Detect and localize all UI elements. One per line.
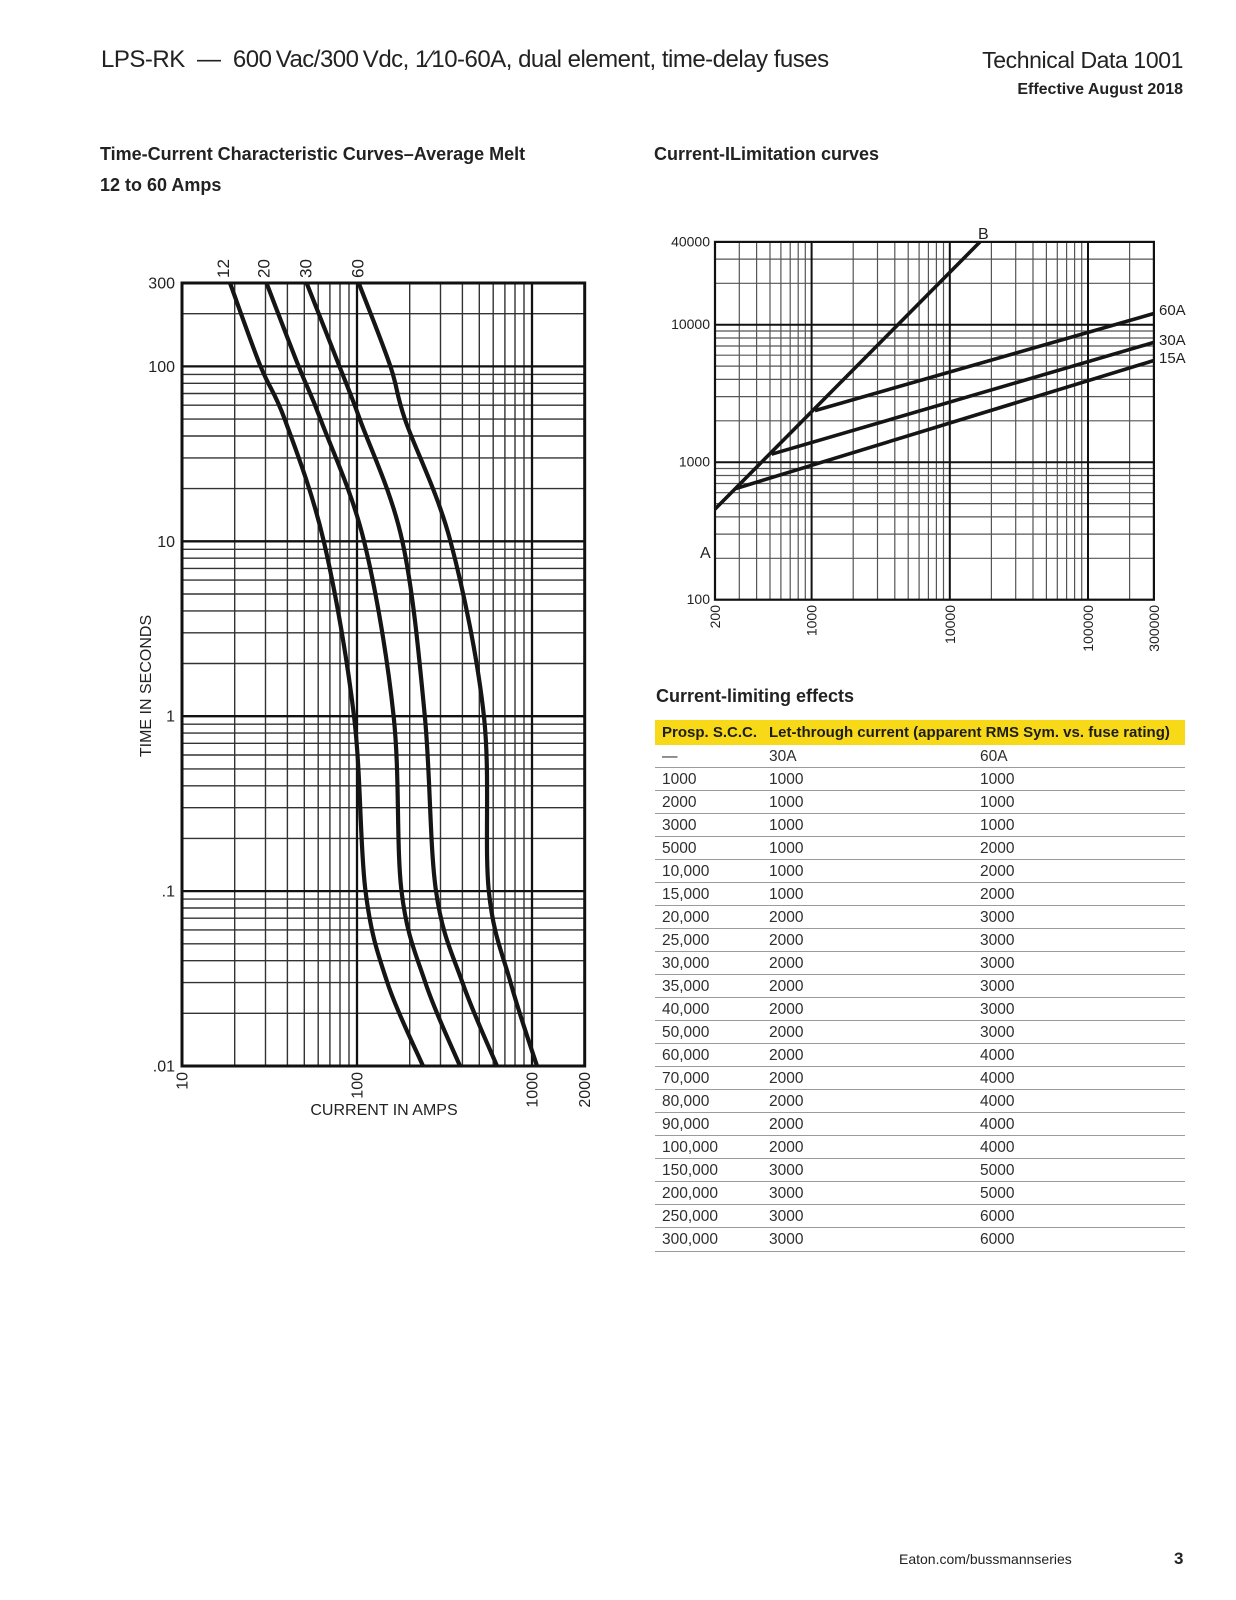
svg-text:100: 100 — [350, 1072, 367, 1099]
svg-text:TIME IN SECONDS: TIME IN SECONDS — [138, 615, 155, 757]
svg-text:100000: 100000 — [1080, 605, 1096, 652]
svg-text:1000: 1000 — [804, 605, 820, 636]
svg-text:20: 20 — [255, 259, 274, 278]
svg-text:300000: 300000 — [1146, 605, 1162, 652]
svg-text:1000: 1000 — [525, 1072, 542, 1108]
svg-text:30: 30 — [296, 259, 315, 278]
svg-text:10: 10 — [175, 1072, 192, 1090]
svg-text:.01: .01 — [153, 1059, 175, 1076]
svg-text:1000: 1000 — [679, 454, 710, 470]
svg-text:12: 12 — [214, 259, 233, 278]
svg-text:30A: 30A — [1159, 332, 1186, 349]
svg-text:CURRENT IN AMPS: CURRENT IN AMPS — [310, 1102, 457, 1119]
svg-text:10: 10 — [157, 534, 175, 551]
svg-text:300: 300 — [148, 276, 175, 293]
svg-text:15A: 15A — [1159, 350, 1186, 367]
svg-text:1: 1 — [166, 709, 175, 726]
svg-text:10000: 10000 — [671, 316, 710, 332]
svg-text:100: 100 — [687, 591, 711, 607]
svg-text:40000: 40000 — [671, 233, 710, 249]
svg-text:.1: .1 — [162, 884, 175, 901]
svg-text:A: A — [700, 545, 711, 562]
svg-text:60: 60 — [349, 259, 368, 278]
svg-text:200: 200 — [707, 605, 723, 629]
svg-text:10000: 10000 — [942, 605, 958, 644]
svg-text:B: B — [978, 226, 989, 243]
svg-text:60A: 60A — [1159, 302, 1186, 319]
svg-text:2000: 2000 — [577, 1072, 594, 1108]
svg-text:100: 100 — [148, 359, 175, 376]
